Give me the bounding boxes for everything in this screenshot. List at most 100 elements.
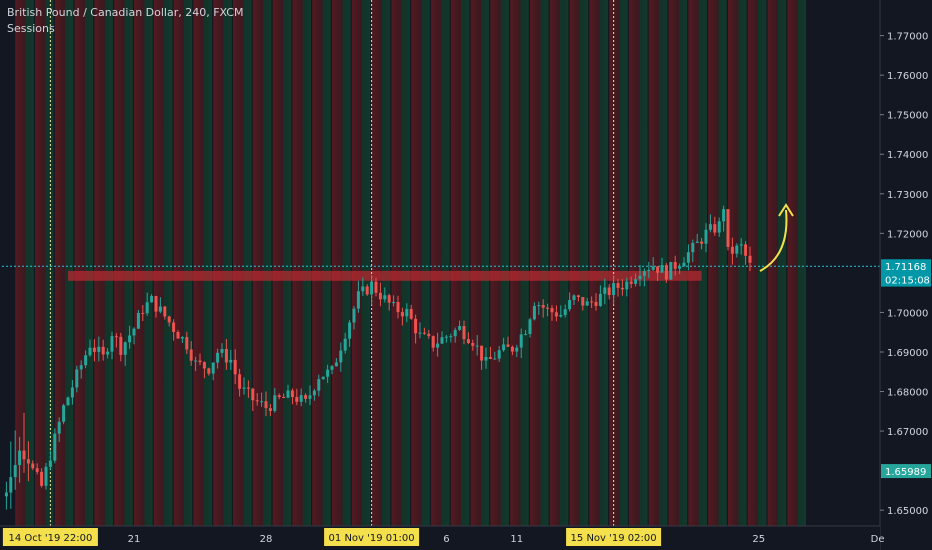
candle-body xyxy=(4,492,8,497)
candle-body xyxy=(150,295,154,303)
candle-body xyxy=(488,357,492,359)
session-band xyxy=(510,0,529,526)
time-tick-label: 25 xyxy=(752,534,765,545)
crosshair-date-badge xyxy=(2,528,98,546)
price-tick-label: 1.77000 xyxy=(887,32,928,43)
session-band xyxy=(292,0,311,526)
candle-body xyxy=(585,301,589,306)
candle-body xyxy=(660,265,664,273)
candle-body xyxy=(374,281,378,293)
time-tick-label: 11 xyxy=(510,534,523,545)
candle-body xyxy=(286,390,290,398)
candle-body xyxy=(343,338,347,351)
candle-body xyxy=(414,318,418,334)
candle-body xyxy=(238,374,242,389)
price-tick-label: 1.67000 xyxy=(887,427,928,438)
candle-body xyxy=(392,302,396,304)
crosshair-date-badge xyxy=(566,528,662,546)
candle-body xyxy=(110,336,114,352)
candle-body xyxy=(84,355,88,366)
candle-body xyxy=(726,209,730,247)
price-tick-label: 1.75000 xyxy=(887,111,928,122)
candle-body xyxy=(290,390,294,398)
candle-body xyxy=(136,312,140,329)
candle-body xyxy=(581,297,585,306)
session-band xyxy=(589,0,608,526)
session-band xyxy=(252,0,272,526)
candle-body xyxy=(713,224,717,233)
candle-body xyxy=(40,471,44,486)
candle-body xyxy=(563,309,567,315)
candle-body xyxy=(515,347,519,352)
candle-body xyxy=(422,332,426,334)
session-band xyxy=(549,0,569,526)
candle-body xyxy=(396,302,400,313)
session-band xyxy=(173,0,193,526)
candle-body xyxy=(625,281,629,290)
session-band xyxy=(609,0,628,526)
candle-body xyxy=(409,309,413,319)
candle-body xyxy=(242,387,246,389)
candle-body xyxy=(97,346,101,352)
candle-body xyxy=(106,351,110,355)
candle-body xyxy=(594,301,598,306)
candle-body xyxy=(480,345,484,361)
candle-body xyxy=(273,395,277,411)
resistance-zone xyxy=(68,270,702,281)
price-badge-label: 1.71168 xyxy=(885,262,926,273)
price-badge xyxy=(881,464,931,479)
session-band xyxy=(569,0,589,526)
session-band xyxy=(391,0,410,526)
candle-body xyxy=(334,362,338,367)
candle-body xyxy=(550,308,554,313)
candle-body xyxy=(647,269,651,272)
candle-body xyxy=(198,360,202,363)
candle-body xyxy=(114,336,118,338)
candle-body xyxy=(444,336,448,338)
session-band xyxy=(411,0,430,526)
candle-body xyxy=(744,244,748,256)
candle-body xyxy=(246,387,250,389)
price-badge xyxy=(881,259,931,274)
price-badge-label: 1.65989 xyxy=(885,467,926,478)
time-tick-label: De xyxy=(871,534,885,545)
candle-body xyxy=(365,286,369,295)
candle-body xyxy=(620,287,624,290)
price-axis: 1.77000 1.76000 1.75000 1.74000 1.73000 1.720… xyxy=(879,0,932,550)
indicator-label[interactable]: Sessions xyxy=(7,22,55,35)
candle-body xyxy=(268,408,272,411)
candle-body xyxy=(576,295,580,298)
candle-body xyxy=(321,376,325,380)
candle-body xyxy=(590,301,594,303)
price-badge-label: 02:15:08 xyxy=(885,276,930,287)
candle-body xyxy=(211,362,215,374)
candle-body xyxy=(466,339,470,344)
candle-body xyxy=(22,450,26,460)
candle-body xyxy=(308,395,312,399)
candle-body xyxy=(462,326,466,340)
session-band xyxy=(668,0,688,526)
candle-body xyxy=(528,319,532,334)
candle-body xyxy=(612,283,616,296)
candle-body xyxy=(700,241,704,244)
candle-body xyxy=(53,433,57,461)
candle-body xyxy=(664,265,668,280)
session-band xyxy=(153,0,173,526)
candle-body xyxy=(642,271,646,276)
session-band xyxy=(193,0,212,526)
candle-body xyxy=(559,314,563,317)
candle-body xyxy=(26,459,30,464)
candle-body xyxy=(629,281,633,284)
session-band xyxy=(272,0,292,526)
candle-body xyxy=(18,450,22,466)
candle-body xyxy=(418,332,422,334)
candle-body xyxy=(572,295,576,300)
candle-body xyxy=(695,241,699,243)
time-axis-bg xyxy=(0,526,880,550)
candle-body xyxy=(167,316,171,323)
session-band xyxy=(15,0,34,526)
candle-body xyxy=(691,242,695,253)
candle-body xyxy=(264,401,268,409)
